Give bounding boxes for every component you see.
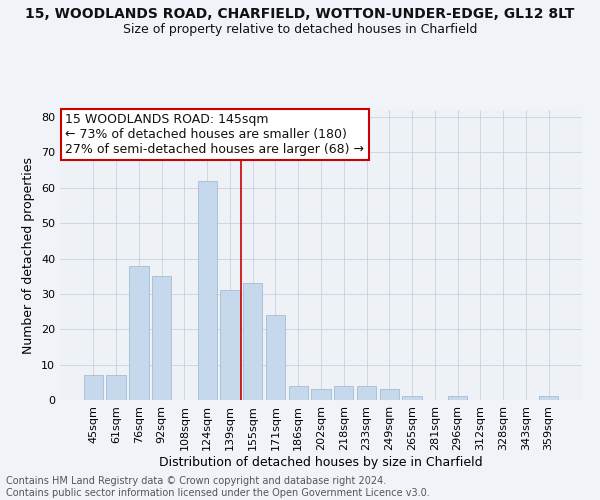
Bar (84, 375, 103, 400)
Bar (243, 284, 262, 400)
Bar (129, 266, 149, 400)
Y-axis label: Number of detached properties: Number of detached properties (22, 156, 35, 354)
Bar (380, 390, 399, 400)
Text: Contains HM Land Registry data © Crown copyright and database right 2024.
Contai: Contains HM Land Registry data © Crown c… (6, 476, 430, 498)
Bar (266, 315, 285, 400)
X-axis label: Distribution of detached houses by size in Charfield: Distribution of detached houses by size … (159, 456, 483, 468)
Bar (539, 396, 558, 400)
Bar (334, 386, 353, 400)
Bar (448, 396, 467, 400)
Bar (220, 290, 239, 400)
Bar (403, 396, 422, 400)
Text: Size of property relative to detached houses in Charfield: Size of property relative to detached ho… (123, 22, 477, 36)
Bar (106, 375, 126, 400)
Bar (357, 386, 376, 400)
Bar (289, 386, 308, 400)
Text: 15, WOODLANDS ROAD, CHARFIELD, WOTTON-UNDER-EDGE, GL12 8LT: 15, WOODLANDS ROAD, CHARFIELD, WOTTON-UN… (25, 8, 575, 22)
Bar (197, 180, 217, 400)
Bar (152, 276, 172, 400)
Text: 15 WOODLANDS ROAD: 145sqm
← 73% of detached houses are smaller (180)
27% of semi: 15 WOODLANDS ROAD: 145sqm ← 73% of detac… (65, 113, 364, 156)
Bar (311, 390, 331, 400)
